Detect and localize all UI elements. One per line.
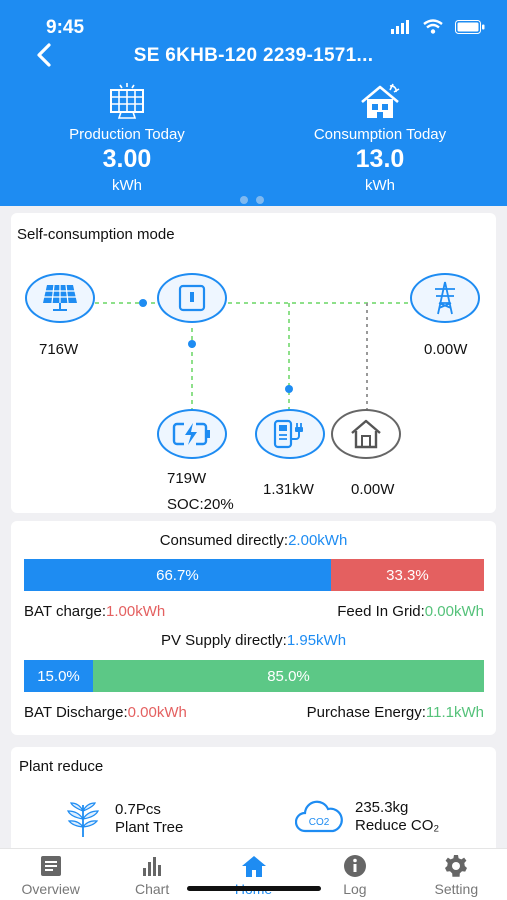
production-today: Production Today 3.00 kWh	[27, 80, 227, 194]
tab-setting[interactable]: Setting	[406, 849, 507, 900]
pv-node[interactable]	[25, 273, 95, 323]
bar-segment-purchase: 85.0%	[93, 660, 484, 692]
consumption-unit: kWh	[365, 177, 395, 194]
purchase-label: Purchase Energy:	[306, 704, 426, 721]
battery-icon	[455, 19, 485, 34]
charger-node[interactable]	[255, 409, 325, 459]
tab-chart[interactable]: Chart	[101, 849, 202, 900]
power-tower-icon	[435, 281, 455, 315]
flow-lines	[95, 299, 412, 410]
consumed-value: 2.00kWh	[288, 532, 348, 549]
tab-overview[interactable]: Overview	[0, 849, 101, 900]
production-label: Production Today	[69, 126, 185, 143]
production-value: 3.00	[102, 145, 152, 173]
page-dot	[256, 196, 264, 204]
consumption-split-bar: 66.7% 33.3%	[24, 559, 484, 591]
mode-title: Self-consumption mode	[17, 226, 175, 243]
tab-setting-label: Setting	[434, 881, 479, 897]
charger-value: 1.31kW	[263, 481, 314, 498]
overview-icon	[40, 856, 61, 876]
tab-bar: Overview Chart Home Log Setting	[0, 848, 507, 900]
energy-summary-card: Consumed directly:2.00kWh 66.7% 33.3% BA…	[11, 521, 496, 735]
home-indicator	[187, 886, 321, 891]
bar-segment-charge: 66.7%	[24, 559, 331, 591]
bat-discharge-value: 0.00kWh	[127, 704, 187, 721]
ev-charger-icon	[273, 419, 303, 449]
purchase-value: 11.1kWh	[425, 704, 484, 721]
energy-flow-card: Self-consumption mode 716W 0.00W	[11, 213, 496, 513]
pv-supply-value: 1.95kWh	[286, 632, 347, 649]
tab-log-label: Log	[343, 881, 367, 897]
wifi-icon	[423, 19, 443, 34]
consumed-directly: Consumed directly:2.00kWh	[11, 532, 496, 549]
bar-segment-feed: 33.3%	[330, 559, 484, 591]
consumption-label: Consumption Today	[313, 126, 447, 143]
pv-supply-label: PV Supply directly:	[160, 632, 287, 649]
status-time: 9:45	[46, 17, 85, 38]
battery-value: 719W	[167, 470, 207, 487]
consumption-today: Consumption Today 13.0 kWh	[280, 80, 480, 194]
home-value: 0.00W	[351, 481, 395, 498]
bar-segment-discharge: 15.0%	[24, 660, 93, 692]
home-icon	[241, 856, 266, 877]
bat-charge-label: BAT charge:	[24, 603, 106, 620]
svg-text:CO2: CO2	[309, 817, 330, 828]
production-unit: kWh	[112, 177, 142, 194]
solar-panel-icon	[110, 83, 144, 119]
status-icons	[391, 19, 485, 34]
gear-icon	[445, 855, 468, 877]
battery-charging-icon	[172, 422, 210, 446]
tab-overview-label: Overview	[21, 881, 80, 897]
feed-value: 0.00kWh	[424, 603, 484, 620]
info-icon	[343, 855, 366, 877]
grid-value: 0.00W	[424, 341, 468, 358]
back-button[interactable]	[30, 40, 60, 70]
consumed-label: Consumed directly:	[159, 532, 289, 549]
tree-value: 0.7Pcs	[115, 801, 161, 818]
tree-label: Plant Tree	[115, 819, 184, 836]
pv-value: 716W	[39, 341, 79, 358]
co2-label: Reduce CO₂	[355, 817, 440, 834]
feed-label: Feed In Grid:	[337, 603, 425, 620]
consumption-value: 13.0	[355, 145, 405, 173]
header: 9:45 SE 6KHB-120 2239-1571... Production…	[0, 0, 507, 206]
co2-cloud-icon: CO2	[295, 800, 343, 833]
plant-tree-stat: 0.7Pcs Plant Tree	[63, 799, 183, 839]
bat-discharge-label: BAT Discharge:	[24, 704, 128, 721]
page-dots[interactable]	[240, 196, 264, 204]
grid-node[interactable]	[410, 273, 480, 323]
tree-icon	[66, 802, 100, 837]
solar-panel-icon	[43, 284, 77, 311]
page-dot	[240, 196, 248, 204]
battery-node[interactable]	[157, 409, 227, 459]
inverter-node[interactable]	[157, 273, 227, 323]
tab-log[interactable]: Log	[304, 849, 405, 900]
supply-split-bar: 15.0% 85.0%	[24, 660, 484, 692]
home-node[interactable]	[331, 409, 401, 459]
plant-reduce-title: Plant reduce	[19, 758, 104, 775]
charge-feed-row: BAT charge:1.00kWh Feed In Grid:0.00kWh	[24, 603, 484, 620]
inverter-icon	[178, 284, 206, 312]
co2-value: 235.3kg	[355, 799, 409, 816]
battery-soc: SOC:20%	[167, 496, 234, 513]
tab-home[interactable]: Home	[203, 849, 304, 900]
purchase-energy: Purchase Energy:11.1kWh	[307, 704, 484, 721]
feed-in-grid: Feed In Grid:0.00kWh	[337, 603, 484, 620]
house-plug-icon	[361, 83, 400, 118]
bat-charge-value: 1.00kWh	[106, 603, 166, 620]
chart-icon	[143, 857, 162, 876]
discharge-purchase-row: BAT Discharge:0.00kWh Purchase Energy:11…	[24, 704, 484, 721]
reduce-co2-stat: CO2 235.3kg Reduce CO₂	[295, 799, 439, 835]
bat-discharge: BAT Discharge:0.00kWh	[24, 704, 187, 721]
bat-charge: BAT charge:1.00kWh	[24, 603, 165, 620]
signal-icon	[391, 19, 409, 34]
pv-supply-directly: PV Supply directly:1.95kWh	[11, 632, 496, 649]
tab-chart-label: Chart	[134, 881, 170, 897]
device-title: SE 6KHB-120 2239-1571...	[133, 45, 374, 66]
house-icon	[351, 419, 381, 449]
